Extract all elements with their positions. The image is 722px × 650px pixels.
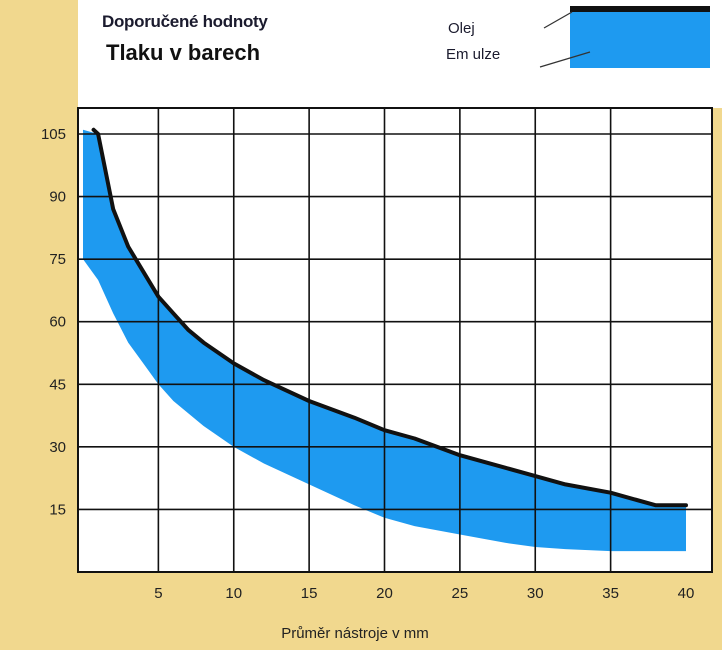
oil-line	[91, 127, 688, 508]
plot-border	[77, 107, 713, 573]
y-tick-label: 75	[49, 251, 66, 268]
x-tick-label: 30	[527, 585, 544, 602]
x-tick-label: 25	[452, 585, 469, 602]
legend-swatch-oil	[570, 6, 710, 12]
y-tick-label: 60	[49, 314, 66, 331]
oil-line-path	[91, 127, 688, 508]
y-tick-label: 45	[49, 376, 66, 393]
x-tick-label: 5	[154, 585, 162, 602]
x-tick-label: 40	[678, 585, 695, 602]
chart-title: Doporučené hodnoty	[102, 12, 268, 31]
y-tick-label: 15	[49, 501, 66, 518]
x-axis-title: Průměr nástroje v mm	[281, 625, 429, 642]
legend-label-emulsion: Em ulze	[446, 46, 501, 63]
x-tick-labels: 5 10 15 20 25 30 35 40	[154, 585, 694, 602]
y-tick-labels: 15 30 45 60 75 90 105	[41, 126, 66, 518]
legend-label-oil: Olej	[448, 20, 475, 37]
x-tick-label: 10	[225, 585, 242, 602]
chart-subtitle: Tlaku v barech	[106, 40, 261, 65]
grid	[77, 107, 713, 573]
y-tick-label: 30	[49, 439, 66, 456]
legend-swatch-emulsion	[570, 8, 710, 68]
x-tick-label: 20	[376, 585, 393, 602]
x-tick-label: 35	[602, 585, 619, 602]
x-tick-label: 15	[301, 585, 318, 602]
y-tick-label: 105	[41, 126, 66, 143]
legend	[539, 6, 710, 68]
legend-leader-oil	[543, 11, 573, 29]
legend-leader-emulsion	[539, 51, 591, 68]
y-tick-label: 90	[49, 189, 66, 206]
